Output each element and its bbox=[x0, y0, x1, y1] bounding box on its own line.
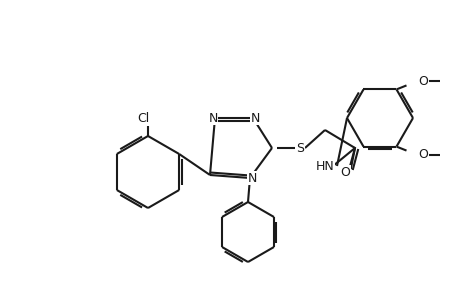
Text: O: O bbox=[418, 148, 427, 161]
Text: N: N bbox=[208, 112, 217, 124]
Text: O: O bbox=[339, 166, 349, 178]
Text: S: S bbox=[295, 142, 303, 154]
Text: N: N bbox=[250, 112, 259, 124]
Text: N: N bbox=[247, 172, 256, 184]
Text: HN: HN bbox=[315, 160, 334, 172]
Text: O: O bbox=[418, 75, 427, 88]
Text: Cl: Cl bbox=[137, 112, 149, 124]
